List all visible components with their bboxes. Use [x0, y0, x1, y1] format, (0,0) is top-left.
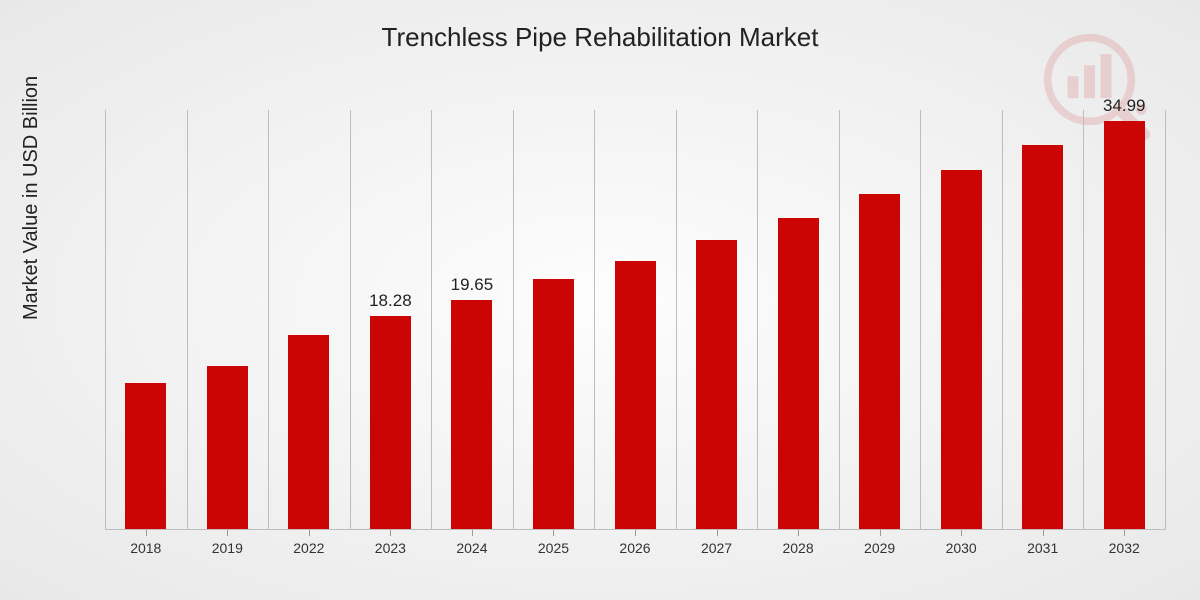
bar [1104, 121, 1145, 529]
gridline-vertical [513, 110, 514, 530]
x-tick [146, 530, 147, 536]
x-tick [880, 530, 881, 536]
gridline-vertical [757, 110, 758, 530]
x-axis-label: 2028 [782, 540, 813, 556]
gridline-vertical [1083, 110, 1084, 530]
bar [125, 383, 166, 529]
gridline-vertical [594, 110, 595, 530]
bar [696, 240, 737, 529]
x-axis-label: 2027 [701, 540, 732, 556]
x-axis-label: 2032 [1109, 540, 1140, 556]
bar [1022, 145, 1063, 529]
x-axis-label: 2025 [538, 540, 569, 556]
bar-value-label: 19.65 [451, 275, 494, 295]
gridline-vertical [431, 110, 432, 530]
y-axis-label: Market Value in USD Billion [20, 76, 43, 320]
x-tick [553, 530, 554, 536]
bar-value-label: 18.28 [369, 291, 412, 311]
x-tick [961, 530, 962, 536]
gridline-vertical [350, 110, 351, 530]
x-axis-label: 2022 [293, 540, 324, 556]
gridline-vertical [105, 110, 106, 530]
x-tick [390, 530, 391, 536]
x-tick [1043, 530, 1044, 536]
bar [207, 366, 248, 529]
bar [941, 170, 982, 529]
bar [615, 261, 656, 529]
bar [859, 194, 900, 529]
bar [451, 300, 492, 529]
bar [533, 279, 574, 529]
x-tick [227, 530, 228, 536]
x-tick [717, 530, 718, 536]
gridline-vertical [839, 110, 840, 530]
bar [778, 218, 819, 530]
x-axis-label: 2018 [130, 540, 161, 556]
gridline-vertical [1002, 110, 1003, 530]
gridline-vertical [676, 110, 677, 530]
bar [370, 316, 411, 529]
x-axis-baseline [105, 529, 1165, 530]
gridline-vertical [1165, 110, 1166, 530]
x-axis-label: 2019 [212, 540, 243, 556]
x-tick [309, 530, 310, 536]
x-axis-label: 2030 [946, 540, 977, 556]
x-tick [1124, 530, 1125, 536]
x-tick [472, 530, 473, 536]
chart-plot-area: 18.2819.6534.99 201820192022202320242025… [105, 110, 1165, 530]
x-axis-label: 2023 [375, 540, 406, 556]
gridline-vertical [920, 110, 921, 530]
gridline-vertical [187, 110, 188, 530]
x-tick [798, 530, 799, 536]
x-tick [635, 530, 636, 536]
x-axis-label: 2029 [864, 540, 895, 556]
x-axis-label: 2031 [1027, 540, 1058, 556]
bar-value-label: 34.99 [1103, 96, 1146, 116]
bar [288, 335, 329, 529]
gridline-vertical [268, 110, 269, 530]
x-axis-label: 2024 [456, 540, 487, 556]
x-axis-label: 2026 [619, 540, 650, 556]
chart-title: Trenchless Pipe Rehabilitation Market [0, 0, 1200, 53]
